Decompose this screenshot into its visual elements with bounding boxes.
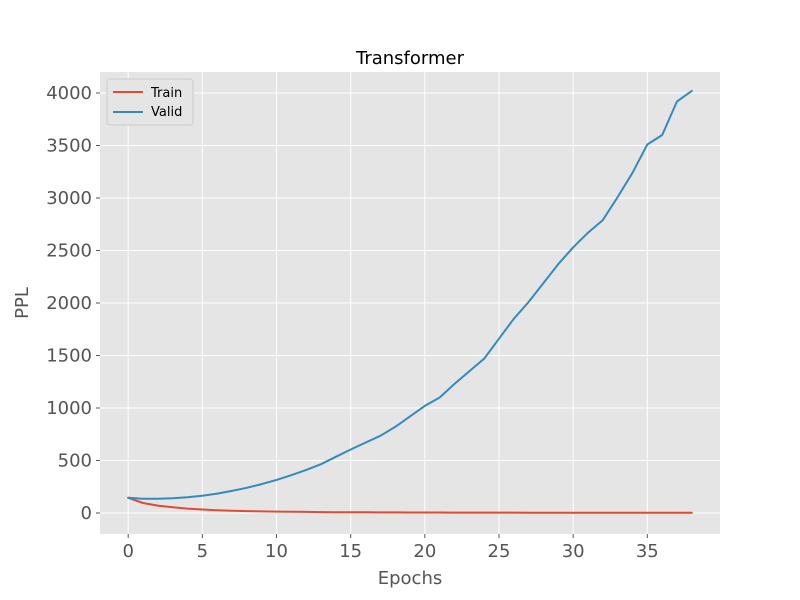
x-tick-label: 25	[488, 541, 511, 562]
x-tick-label: 35	[636, 541, 659, 562]
y-axis-label: PPL	[12, 287, 33, 319]
chart-title: Transformer	[355, 48, 465, 69]
legend-label-train: Train	[150, 86, 182, 101]
y-tick-label: 2000	[46, 293, 92, 314]
legend-label-valid: Valid	[151, 105, 182, 120]
y-tick-label: 500	[58, 451, 92, 472]
x-axis-label: Epochs	[378, 568, 443, 589]
y-tick-label: 2500	[46, 241, 92, 262]
x-tick-label: 10	[265, 541, 288, 562]
legend-box	[106, 78, 194, 126]
y-tick-label: 3000	[46, 188, 92, 209]
x-tick-label: 5	[197, 541, 208, 562]
x-tick-label: 20	[413, 541, 436, 562]
series-line-train	[127, 496, 693, 514]
x-tick-label: 0	[122, 541, 133, 562]
series-lines	[127, 89, 693, 514]
y-tick-label: 1500	[46, 346, 92, 367]
grid-lines	[100, 72, 720, 534]
y-axis-ticks: 0 500 1000 1500 2000 2500 3000 3500 4000	[46, 83, 100, 524]
y-tick-label: 3500	[46, 136, 92, 157]
x-axis-ticks: 0 5 10 15 20 25 30 35	[122, 534, 659, 562]
x-tick-label: 30	[562, 541, 585, 562]
x-tick-label: 15	[339, 541, 362, 562]
legend: Train Valid	[106, 78, 194, 126]
series-line-valid	[127, 89, 693, 500]
y-tick-label: 0	[81, 503, 92, 524]
y-tick-label: 4000	[46, 83, 92, 104]
y-tick-label: 1000	[46, 398, 92, 419]
